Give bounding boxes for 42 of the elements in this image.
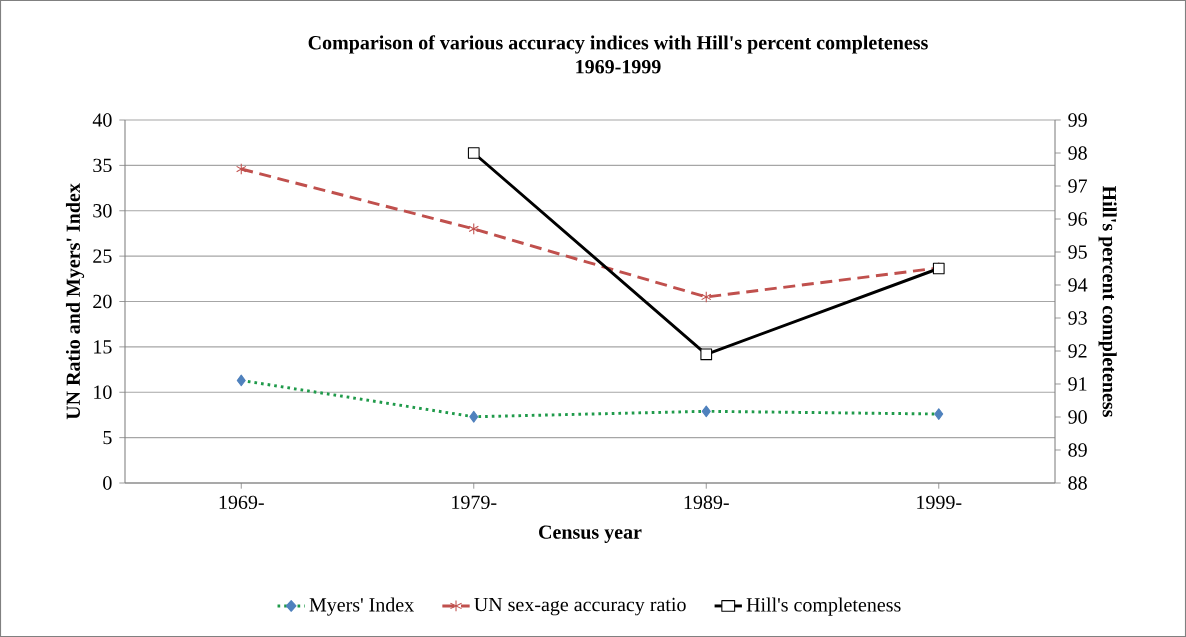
y-tick-label: 30 (93, 204, 112, 218)
y2-tick-label: 99 (1068, 113, 1087, 127)
chart-title: Comparison of various accuracy indices with Hill's percent completeness (308, 35, 928, 54)
x-tick-label: 1969- (219, 495, 264, 510)
legend-label: Myers' Index (309, 597, 414, 616)
legend-label: Hill's completeness (746, 597, 901, 616)
y-axis-title: UN Ratio and Myers' Index (65, 183, 85, 420)
x-tick-label: 1999- (917, 495, 962, 510)
point (701, 291, 712, 303)
point (467, 147, 480, 159)
point (934, 408, 944, 420)
point (701, 405, 711, 418)
chart-subtitle: 1969-1999 (576, 60, 661, 74)
y-tick-label: 20 (93, 294, 112, 309)
y-tick-label: 5 (103, 430, 112, 445)
y2-tick-label: 92 (1068, 344, 1087, 358)
y2-tick-label: 88 (1068, 476, 1087, 490)
x-tick-label: 1979- (452, 495, 497, 510)
y2-tick-label: 91 (1068, 377, 1087, 391)
point (236, 374, 246, 387)
y2-tick-label: 97 (1068, 179, 1088, 193)
y-tick-label: 15 (94, 340, 112, 354)
y2-tick-label: 96 (1068, 212, 1088, 226)
y2-tick-label: 95 (1068, 245, 1087, 259)
point (236, 163, 247, 175)
point (469, 410, 479, 423)
y-tick-label: 25 (93, 249, 112, 263)
y2-tick-label: 98 (1068, 146, 1087, 160)
y-tick-label: 0 (103, 476, 112, 490)
y2-axis-title: Hill's percent completeness (1098, 185, 1117, 417)
y2-tick-label: 94 (1068, 278, 1088, 292)
y2-tick-label: 90 (1068, 410, 1087, 424)
y-tick-label: 35 (93, 158, 112, 173)
x-tick-label: 1989- (684, 495, 729, 510)
y-tick-label: 40 (92, 113, 112, 127)
y2-tick-label: 93 (1068, 311, 1087, 325)
point (468, 223, 479, 235)
y-tick-label: 10 (94, 385, 112, 399)
x-axis-title: Census year (539, 525, 642, 543)
legend-label: UN sex-age accuracy ratio (474, 597, 686, 616)
point (700, 348, 713, 361)
y2-tick-label: 89 (1068, 443, 1087, 457)
